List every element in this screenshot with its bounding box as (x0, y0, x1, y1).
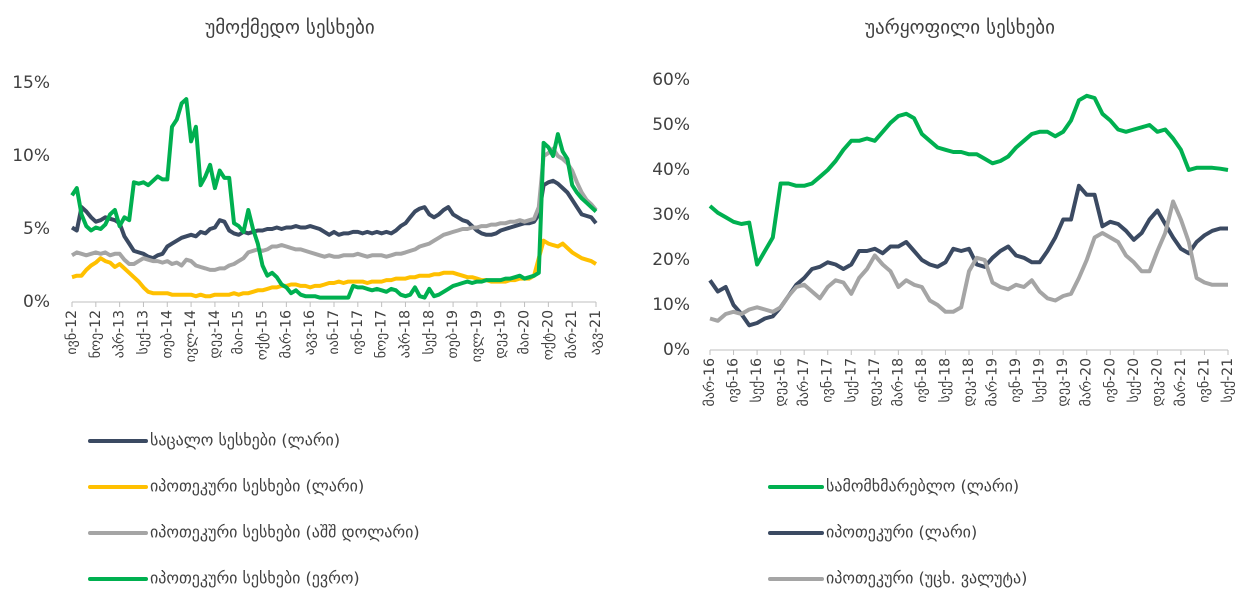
y-tick-label: 5% (23, 219, 50, 239)
x-tick-label: მარ-16 (701, 358, 718, 407)
y-tick-label: 40% (652, 160, 690, 180)
x-tick-label: აპრ-18 (396, 310, 413, 358)
x-tick-label: ივნ-20 (1102, 358, 1118, 403)
x-tick-label: დეკ-14 (207, 310, 223, 359)
legend-label: იპოთეკური (ლარი) (826, 523, 977, 542)
x-tick-label: მარ-18 (889, 358, 906, 406)
x-tick-label: ივნ-17 (350, 310, 366, 355)
x-tick-label: სექ-21 (1220, 358, 1236, 402)
line-series (708, 93, 1229, 267)
legend-label: იპოთეკური (უცხ. ვალუტა) (826, 569, 1027, 588)
line-series (71, 238, 598, 299)
y-tick-label: 15% (12, 73, 50, 93)
x-tick-label: მარ-19 (984, 358, 1001, 406)
x-tick-label: მარ-21 (563, 310, 580, 358)
x-tick-label: დეკ-20 (1149, 358, 1165, 407)
legend-label: იპოთეკური სესხები (ლარი) (150, 477, 364, 496)
x-tick-label: ივლ-19 (469, 310, 485, 362)
x-tick-label: ივნ-19 (1008, 358, 1024, 403)
x-tick-label: ოქტ-20 (540, 310, 556, 360)
legend-label: იპოთეკური სესხები (ევრო) (150, 569, 360, 588)
x-tick-label: ნოე-12 (88, 310, 104, 358)
line-series (709, 199, 1228, 323)
x-tick-label: აგვ-21 (588, 310, 604, 355)
chart-title: უარყოფილი სესხები (865, 17, 1055, 39)
x-tick-label: მარ-21 (1172, 358, 1189, 406)
x-tick-label: ნოე-17 (374, 310, 390, 358)
x-tick-label: ივნ-17 (820, 358, 836, 403)
x-tick-label: სექ-19 (1032, 358, 1048, 402)
x-tick-label: დეკ-16 (773, 358, 789, 407)
chart-title: უმოქმედო სესხები (205, 17, 374, 39)
x-tick-label: იან-17 (326, 310, 342, 355)
x-tick-label: ივლ-14 (183, 310, 199, 362)
x-tick-label: ივნ-12 (64, 310, 80, 355)
y-tick-label: 0% (663, 340, 690, 360)
x-tick-label: მარ-16 (277, 310, 294, 359)
x-tick-label: ივნ-16 (726, 358, 742, 403)
line-series (70, 146, 598, 272)
x-tick-label: სექ-18 (937, 358, 953, 402)
y-tick-label: 10% (652, 295, 690, 315)
legend-label: სამომხმარებლო (ლარი) (826, 477, 1019, 496)
x-tick-label: სექ-17 (843, 358, 859, 402)
legend-label: იპოთეკური სესხები (აშშ დოლარი) (150, 523, 420, 542)
line-series (70, 178, 598, 261)
x-tick-label: თებ-19 (445, 310, 461, 358)
x-tick-label: სექ-13 (135, 310, 151, 354)
y-tick-label: 50% (652, 115, 690, 135)
x-tick-label: დეკ-19 (493, 310, 509, 359)
x-tick-label: მაი-15 (231, 310, 247, 355)
x-tick-label: მაი-20 (517, 310, 533, 355)
line-series (70, 97, 598, 300)
x-tick-label: სექ-18 (421, 310, 437, 354)
x-tick-label: მარ-17 (795, 358, 812, 406)
y-tick-label: 20% (652, 250, 690, 270)
legend-label: საცალო სესხები (ლარი) (150, 431, 340, 450)
x-tick-label: დეკ-19 (1055, 358, 1071, 407)
line-series (708, 183, 1228, 328)
x-tick-label: აგვ-16 (302, 310, 318, 355)
y-tick-label: 60% (652, 70, 690, 90)
x-tick-label: დეკ-17 (867, 358, 883, 407)
x-tick-label: ოქტ-15 (255, 310, 271, 360)
y-tick-label: 0% (23, 292, 50, 312)
x-tick-label: მარ-20 (1078, 358, 1095, 406)
x-tick-label: ივნ-21 (1196, 358, 1212, 403)
x-tick-label: სექ-16 (749, 358, 765, 403)
x-tick-label: სექ-20 (1126, 358, 1142, 402)
x-tick-label: ივნ-18 (914, 358, 930, 403)
y-tick-label: 30% (652, 205, 690, 225)
y-tick-label: 10% (12, 146, 50, 166)
x-tick-label: აპრ-13 (111, 310, 128, 358)
x-tick-label: თებ-14 (159, 310, 175, 359)
x-tick-label: დეკ-18 (961, 358, 977, 407)
